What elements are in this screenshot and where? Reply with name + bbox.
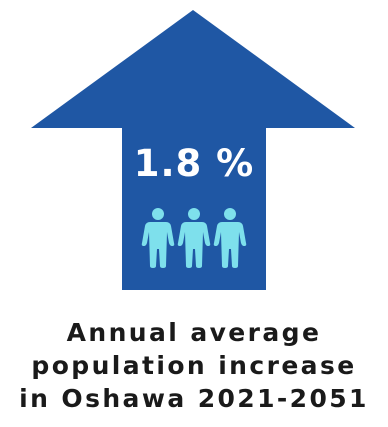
stat-value: 1.8 % xyxy=(133,142,255,185)
person-icon xyxy=(177,208,211,268)
person-icon xyxy=(141,208,175,268)
caption-line-2: population increase xyxy=(31,351,357,380)
caption: Annual average population increase in Os… xyxy=(0,316,388,415)
caption-line-3: in Oshawa 2021-2051 xyxy=(19,384,369,413)
caption-line-1: Annual average xyxy=(66,318,322,347)
up-arrow-icon xyxy=(31,10,355,290)
people-icon xyxy=(141,208,247,268)
arrow-shape xyxy=(31,10,355,290)
person-icon xyxy=(213,208,247,268)
